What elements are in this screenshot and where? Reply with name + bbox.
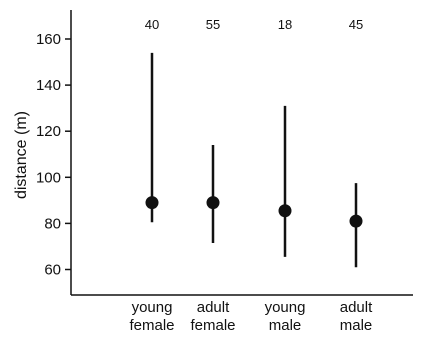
sample-size-label-1: 55 bbox=[206, 17, 220, 32]
sample-size-label-3: 45 bbox=[349, 17, 363, 32]
category-label-0-line-1: female bbox=[129, 317, 174, 334]
data-marks: 40 55 18 45 bbox=[145, 17, 363, 268]
category-label-3-line-1: male bbox=[340, 317, 373, 334]
y-tick-label-160: 160 bbox=[36, 31, 61, 48]
y-tick-label-120: 120 bbox=[36, 123, 61, 140]
sample-size-label-2: 18 bbox=[278, 17, 292, 32]
y-tick-label-140: 140 bbox=[36, 77, 61, 94]
y-tick-label-60: 60 bbox=[44, 262, 61, 279]
category-label-0-line-0: young bbox=[132, 299, 173, 316]
data-point-3 bbox=[349, 214, 363, 228]
sample-size-label-0: 40 bbox=[145, 17, 159, 32]
category-label-3-line-0: adult bbox=[340, 299, 373, 316]
data-point-2 bbox=[278, 204, 292, 218]
y-axis-title: distance (m) bbox=[13, 111, 30, 199]
data-point-0 bbox=[145, 196, 159, 210]
category-label-1-line-1: female bbox=[190, 317, 235, 334]
y-ticks: 60 80 100 120 140 160 bbox=[36, 31, 71, 279]
y-tick-label-100: 100 bbox=[36, 169, 61, 186]
data-point-1 bbox=[206, 196, 220, 210]
category-label-2-line-1: male bbox=[269, 317, 302, 334]
y-tick-label-80: 80 bbox=[44, 215, 61, 232]
category-label-2-line-0: young bbox=[265, 299, 306, 316]
axes bbox=[70, 10, 413, 296]
category-label-1-line-0: adult bbox=[197, 299, 230, 316]
